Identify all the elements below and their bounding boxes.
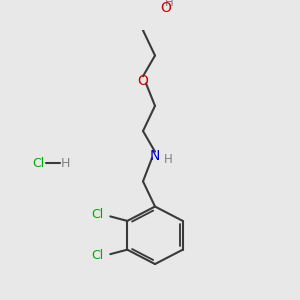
Text: Cl: Cl: [32, 157, 44, 170]
Text: Cl: Cl: [91, 250, 103, 262]
Text: H: H: [60, 157, 70, 170]
Text: O: O: [160, 1, 171, 15]
Text: H: H: [165, 0, 174, 9]
Text: O: O: [138, 74, 148, 88]
Text: N: N: [150, 149, 160, 163]
Text: H: H: [164, 153, 173, 166]
Text: Cl: Cl: [91, 208, 103, 221]
